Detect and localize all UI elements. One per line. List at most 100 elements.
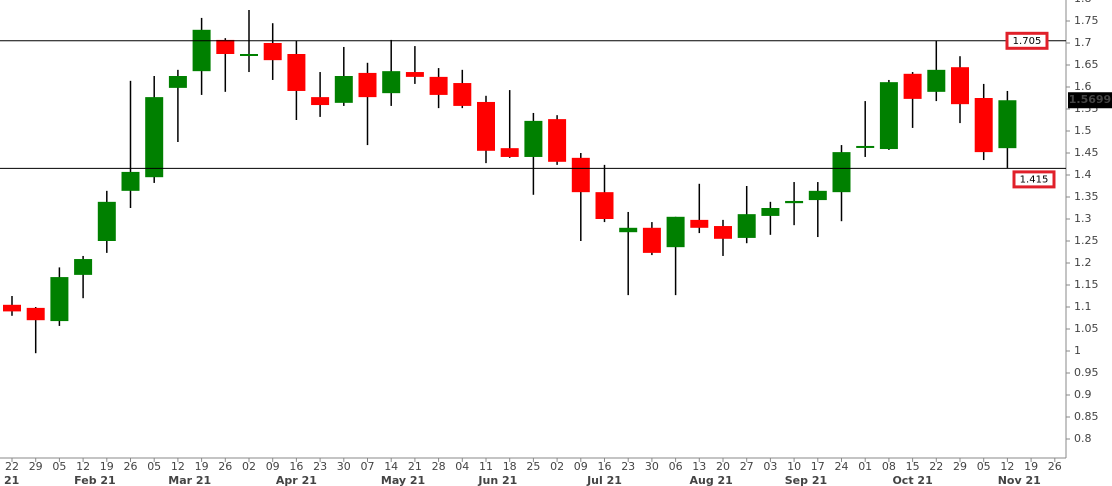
x-tick-label: 12 (1000, 460, 1014, 473)
y-tick-label: 0.85 (1074, 410, 1099, 423)
x-tick-label: 19 (1024, 460, 1038, 473)
month-label: Jun 21 (477, 474, 517, 486)
candle-body (548, 119, 567, 162)
x-tick-label: 10 (787, 460, 801, 473)
month-label: Feb 21 (74, 474, 116, 486)
x-tick-label: 01 (858, 460, 872, 473)
x-tick-label: 23 (313, 460, 327, 473)
candle-body (903, 73, 922, 99)
y-tick-label: 1.05 (1074, 322, 1099, 335)
candle-body (761, 208, 780, 216)
x-tick-label: 26 (124, 460, 138, 473)
candle-body (382, 71, 401, 94)
candle-body (263, 43, 282, 61)
y-tick-label: 1.1 (1074, 300, 1092, 313)
month-label: 21 (4, 474, 19, 486)
x-tick-label: 24 (835, 460, 849, 473)
y-tick-label: 1.15 (1074, 278, 1099, 291)
candle-body (974, 98, 993, 153)
candle-body (3, 304, 21, 312)
x-tick-label: 30 (337, 460, 351, 473)
candle-body (429, 76, 448, 95)
candle-body (714, 226, 732, 239)
candle-body (832, 152, 851, 193)
x-tick-label: 05 (52, 460, 66, 473)
candle-body (240, 54, 258, 56)
candle-body (998, 100, 1017, 149)
candle-body (619, 227, 638, 233)
x-tick-label: 26 (218, 460, 232, 473)
x-tick-label: 03 (763, 460, 777, 473)
y-tick-label: 1.8 (1074, 0, 1092, 5)
x-tick-label: 29 (953, 460, 967, 473)
y-tick-label: 0.9 (1074, 388, 1092, 401)
x-tick-label: 12 (76, 460, 90, 473)
x-tick-label: 17 (811, 460, 825, 473)
x-tick-label: 15 (906, 460, 920, 473)
x-tick-label: 20 (716, 460, 730, 473)
x-tick-label: 18 (503, 460, 517, 473)
candle-body (595, 192, 614, 219)
candle-body (121, 171, 140, 191)
candle-body (666, 216, 685, 248)
candle-body (690, 219, 709, 228)
y-tick-label: 1 (1074, 344, 1081, 357)
x-tick-label: 27 (740, 460, 754, 473)
x-tick-label: 30 (645, 460, 659, 473)
x-tick-label: 09 (266, 460, 280, 473)
y-tick-label: 1.35 (1074, 190, 1099, 203)
candle-body (951, 67, 969, 105)
level-label-box (1012, 170, 1056, 189)
x-tick-label: 07 (361, 460, 375, 473)
candle-body (405, 72, 424, 77)
y-tick-label: 1.75 (1074, 14, 1099, 27)
y-tick-label: 1.6 (1074, 80, 1092, 93)
x-tick-label: 02 (242, 460, 256, 473)
candle-body (808, 190, 827, 201)
x-tick-label: 06 (669, 460, 683, 473)
last-price-label: 1.5699 (1069, 93, 1111, 106)
candle-body (97, 201, 116, 241)
x-tick-label: 19 (195, 460, 209, 473)
month-label: Sep 21 (785, 474, 827, 486)
x-tick-label: 16 (289, 460, 303, 473)
month-label: Oct 21 (892, 474, 932, 486)
level-label-box (1005, 31, 1049, 50)
month-label: Aug 21 (689, 474, 732, 486)
x-tick-label: 11 (479, 460, 493, 473)
candle-body (571, 157, 590, 193)
month-label: May 21 (381, 474, 425, 486)
month-label: Jul 21 (586, 474, 622, 486)
y-tick-label: 1.25 (1074, 234, 1099, 247)
level-label: 1.705 (1013, 36, 1042, 47)
candle-body (927, 69, 946, 92)
y-tick-label: 0.8 (1074, 432, 1092, 445)
candle-body (74, 259, 93, 275)
candle-body (145, 97, 164, 178)
y-tick-label: 1.4 (1074, 168, 1092, 181)
candle-body (26, 307, 45, 321)
month-label: Mar 21 (168, 474, 211, 486)
candle-body (856, 145, 875, 148)
candle-body (50, 277, 69, 322)
candle-body (287, 54, 306, 91)
candle-body (477, 101, 495, 151)
x-tick-label: 08 (882, 460, 896, 473)
x-tick-label: 04 (455, 460, 469, 473)
candle-body (500, 148, 519, 157)
last-price-box (1068, 92, 1112, 109)
month-label: Apr 21 (276, 474, 317, 486)
candle-body (216, 39, 235, 54)
candle-body (879, 82, 898, 150)
y-tick-label: 1.5 (1074, 124, 1092, 137)
x-tick-label: 19 (100, 460, 114, 473)
candle-body (453, 83, 472, 106)
x-tick-label: 21 (408, 460, 422, 473)
y-tick-label: 0.95 (1074, 366, 1099, 379)
y-tick-label: 1.2 (1074, 256, 1092, 269)
x-tick-label: 13 (692, 460, 706, 473)
candle-body (785, 200, 804, 204)
x-tick-label: 22 (5, 460, 19, 473)
x-tick-label: 05 (147, 460, 161, 473)
